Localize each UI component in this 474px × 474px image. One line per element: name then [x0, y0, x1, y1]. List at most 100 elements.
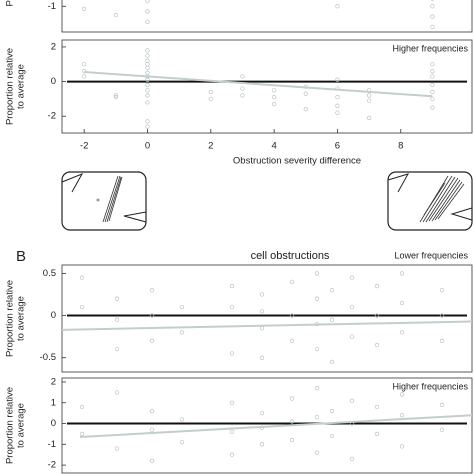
x-tick-label: 2 [208, 141, 213, 152]
axes-box [61, 0, 473, 33]
data-point [259, 309, 265, 314]
data-point [145, 19, 150, 24]
data-point [114, 390, 120, 395]
y-axis-label: to average [16, 64, 27, 109]
data-point [399, 444, 405, 449]
data-point [82, 62, 87, 67]
data-point [314, 450, 320, 455]
data-point [374, 342, 380, 348]
data-point [335, 103, 340, 108]
data-point [399, 413, 405, 418]
data-point [314, 347, 320, 352]
data-point [145, 82, 150, 88]
chart-title: cell obstructions [251, 250, 330, 262]
data-point [430, 74, 435, 79]
data-point [229, 429, 235, 434]
data-point [289, 396, 295, 401]
y-tick-label: 0 [51, 76, 56, 87]
y-tick-label: -0.5 [40, 352, 56, 363]
data-point [366, 98, 372, 103]
data-point [271, 101, 277, 107]
data-point [303, 107, 308, 112]
data-point [149, 427, 155, 432]
data-point [430, 24, 435, 30]
data-point [145, 70, 150, 76]
data-point [149, 458, 155, 464]
data-point [149, 338, 155, 343]
data-point [335, 77, 340, 82]
data-point [374, 313, 380, 318]
data-point [113, 95, 118, 100]
x-tick-label: -2 [80, 141, 88, 152]
data-point [114, 446, 120, 451]
data-point [439, 402, 445, 407]
data-point [145, 88, 150, 93]
data-point [113, 12, 118, 18]
data-point [145, 62, 150, 67]
data-point [271, 95, 277, 100]
data-point [430, 105, 435, 110]
data-point [114, 347, 120, 352]
y-tick-label: 2 [51, 376, 56, 387]
data-point [314, 415, 320, 420]
data-point [399, 330, 405, 335]
data-point [145, 65, 150, 70]
data-point [79, 275, 85, 280]
data-point [314, 296, 320, 301]
data-point [229, 351, 235, 356]
data-point [179, 330, 185, 335]
icon-low [61, 171, 147, 231]
data-point [79, 304, 85, 310]
data-point [329, 433, 335, 439]
y-tick-label: 1 [51, 397, 56, 408]
data-point [439, 427, 445, 432]
data-point [366, 115, 372, 121]
annotation: Higher frequencies [392, 43, 468, 53]
data-point [145, 53, 150, 58]
data-point [329, 317, 335, 322]
data-point [114, 317, 120, 322]
data-point [374, 431, 380, 437]
data-point [259, 442, 265, 447]
data-point [314, 271, 320, 276]
y-tick-label: -2 [48, 111, 56, 122]
x-tick-label: 4 [271, 141, 276, 152]
data-point [259, 355, 265, 360]
data-point [349, 398, 355, 403]
data-point [439, 338, 445, 343]
data-point [149, 313, 155, 318]
annotation: Lower frequencies [394, 250, 468, 260]
data-point [145, 93, 150, 98]
data-point [145, 100, 150, 105]
data-point [259, 326, 265, 331]
data-point [114, 296, 120, 301]
data-point [439, 313, 445, 318]
data-point [179, 440, 185, 445]
data-point [289, 338, 295, 343]
data-point [430, 4, 435, 9]
data-point [145, 119, 150, 124]
y-axis-label: Proportion relative [5, 0, 16, 7]
y-axis-label: Proportion relative [5, 280, 16, 357]
data-point [229, 283, 235, 289]
x-tick-label: 6 [335, 141, 340, 152]
data-point [79, 404, 85, 410]
data-point [289, 438, 295, 443]
y-tick-label: 0.5 [43, 268, 56, 279]
data-point [289, 419, 295, 424]
data-point [303, 91, 308, 96]
data-point [82, 6, 87, 12]
data-point [145, 0, 150, 4]
data-point [259, 410, 265, 416]
annotation: Higher frequencies [392, 381, 468, 391]
data-point [145, 58, 150, 63]
y-tick-label: 0 [51, 418, 56, 429]
y-tick-label: 0 [51, 310, 56, 321]
x-axis-label: Obstruction severity difference [233, 156, 361, 167]
data-point [374, 404, 380, 410]
data-point [179, 304, 185, 310]
data-point [240, 93, 245, 98]
icon-high [387, 171, 473, 231]
data-point [113, 93, 118, 98]
